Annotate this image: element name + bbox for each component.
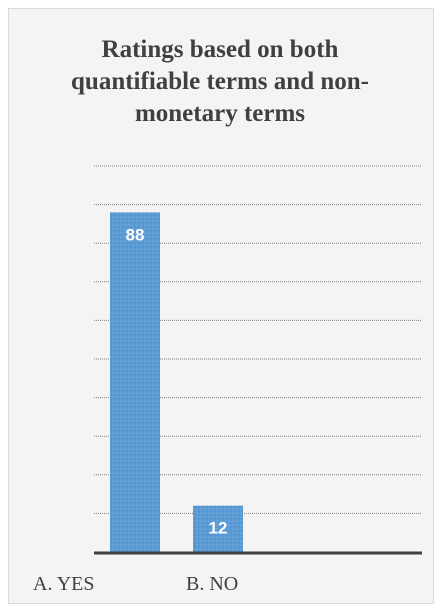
bar-b-no <box>193 505 243 552</box>
x-tick-label: A. YES <box>33 573 94 595</box>
bars <box>110 212 243 552</box>
data-labels: 88 12 <box>126 225 228 537</box>
chart-panel <box>8 8 434 604</box>
x-tick-label: B. NO <box>186 573 238 595</box>
bar-a-yes <box>110 212 160 552</box>
chart-title: Ratings based on both quantifiable terms… <box>71 36 369 127</box>
x-axis-ticks: A. YES B. NO <box>33 573 238 595</box>
data-label: 88 <box>126 225 145 244</box>
data-label: 12 <box>209 519 228 538</box>
